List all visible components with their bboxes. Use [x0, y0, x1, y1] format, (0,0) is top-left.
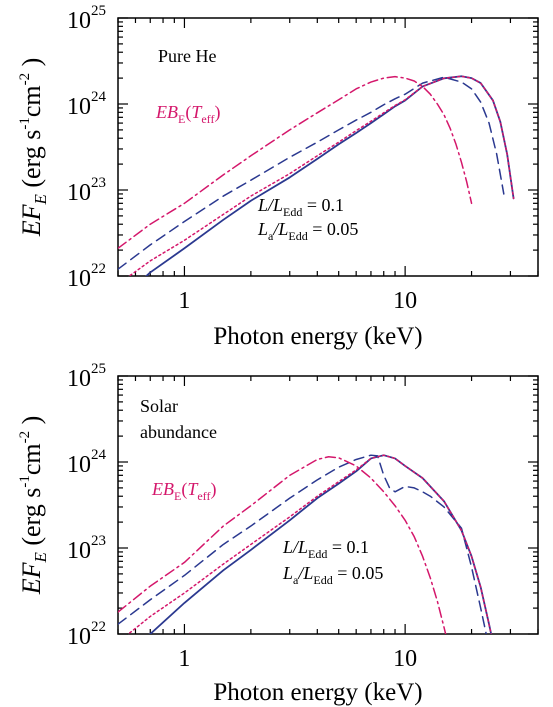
panel-label: Pure He: [158, 46, 216, 66]
y-tick-label: 1022: [67, 619, 106, 650]
annotation-l-ratio: L/LEdd = 0.1: [257, 195, 344, 219]
x-tick-label: 1: [178, 646, 190, 672]
series-dotted-line: [127, 454, 492, 634]
series-dashdot-line: [118, 456, 447, 634]
y-axis-title: EFE (erg s-1cm-2 ): [17, 416, 50, 596]
blackbody-label: EBE(Teff): [151, 479, 216, 503]
chart-panel-2: 1 10 1022 1023 1024 1025 Photon energy (keV) EF…: [17, 361, 539, 706]
x-tick-label: 1: [178, 288, 190, 314]
panel-label-line: Solar: [140, 396, 178, 416]
y-tick-label: 1024: [67, 447, 107, 478]
y-tick-label: 1025: [67, 3, 106, 34]
x-tick-label: 10: [393, 288, 417, 314]
chart-panel-1: 1 10 1022 1023 1024 1025 Photon energy (keV) EF…: [17, 3, 539, 350]
series-dashed-line: [118, 454, 487, 634]
x-axis-title: Photon energy (keV): [213, 679, 422, 706]
series-group: [118, 75, 515, 276]
panel-label-line: abundance: [140, 422, 217, 442]
annotation-l-ratio: L/LEdd = 0.1: [282, 537, 369, 561]
x-axis-title: Photon energy (keV): [213, 323, 422, 350]
y-tick-label: 1022: [67, 261, 106, 292]
blackbody-label: EBE(Teff): [155, 102, 220, 126]
series-group: [118, 454, 493, 634]
y-tick-label: 1023: [67, 175, 106, 206]
plot-frame: [117, 375, 539, 635]
series-dashdot-line: [118, 75, 473, 250]
series-dashed-line: [118, 76, 505, 270]
plot-frame: [117, 17, 539, 277]
x-tick-label: 10: [393, 646, 417, 672]
annotation-la-ratio: La/LEdd = 0.05: [282, 563, 383, 587]
y-tick-label: 1024: [67, 89, 107, 120]
y-tick-label: 1025: [67, 361, 106, 392]
y-axis-title: EFE (erg s-1cm-2 ): [17, 58, 50, 238]
series-dotted-line: [128, 75, 515, 276]
annotation-la-ratio: La/LEdd = 0.05: [257, 219, 358, 243]
y-tick-label: 1023: [67, 533, 106, 564]
